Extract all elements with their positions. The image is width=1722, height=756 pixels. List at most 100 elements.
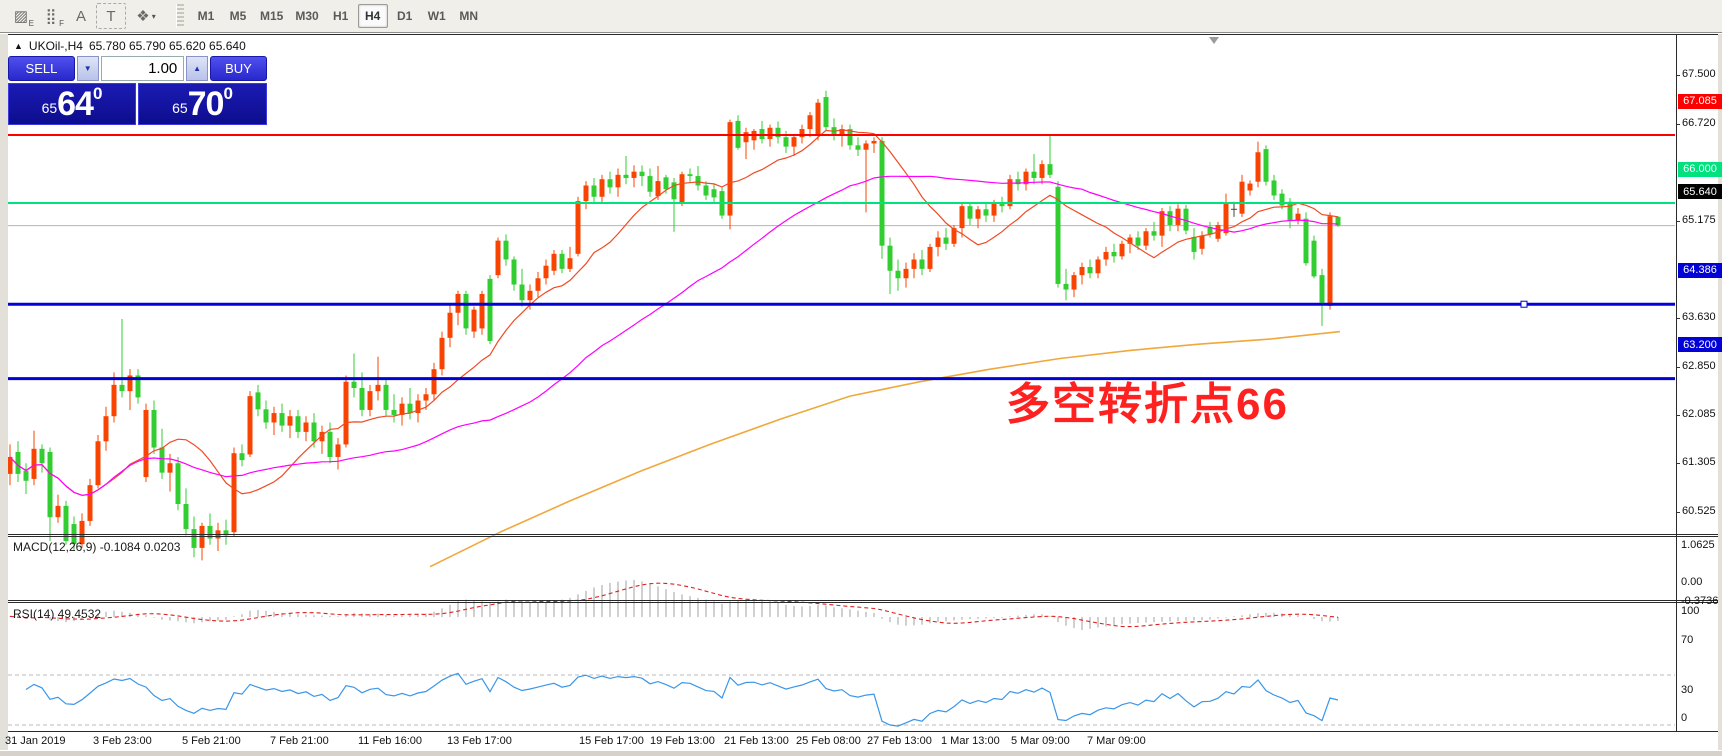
time-axis-label: 7 Feb 21:00	[270, 735, 329, 747]
candle-body	[767, 127, 773, 140]
rsi-axis-label: 100	[1681, 605, 1700, 617]
price-tick-label: 60.525	[1682, 505, 1716, 518]
time-axis-label: 1 Mar 13:00	[941, 735, 1000, 747]
candle-body	[1055, 186, 1061, 284]
time-axis-border	[0, 731, 1722, 732]
candle-body	[1263, 149, 1269, 182]
candle-body	[1199, 235, 1205, 249]
price-tick-label: 62.085	[1682, 407, 1716, 420]
candle-body	[247, 396, 253, 455]
candle-body	[23, 470, 29, 481]
macd-rsi-divider-a	[0, 600, 1722, 601]
buy-price-small: 65	[172, 100, 188, 116]
price-level-label: 67.085	[1678, 93, 1722, 109]
macd-label: MACD(12,26,9) -0.1084 0.0203	[13, 540, 181, 554]
buy-price-display[interactable]: 65 70 0	[138, 83, 267, 125]
candle-body	[599, 179, 605, 197]
candle-body	[487, 278, 493, 341]
candle-body	[743, 132, 749, 143]
label-tool-icon: T	[106, 7, 116, 25]
candle-body	[503, 240, 509, 260]
candle-body	[1087, 266, 1093, 274]
candle-body	[231, 453, 237, 533]
timeframe-button-h1[interactable]: H1	[333, 9, 349, 23]
candle-body	[471, 309, 477, 332]
candle-body	[1047, 164, 1053, 175]
pattern-tool-button[interactable]: ▨ E	[6, 3, 36, 29]
candle-body	[855, 145, 861, 150]
candle-body	[263, 409, 269, 423]
candle-body	[1279, 193, 1285, 206]
price-tick-dash	[1676, 123, 1680, 125]
price-axis-separator	[1676, 35, 1677, 732]
timeframe-button-d1[interactable]: D1	[397, 9, 413, 23]
rsi-panel[interactable]	[8, 637, 1675, 756]
time-axis-label: 25 Feb 08:00	[796, 735, 861, 747]
chart-top-border	[0, 34, 1722, 35]
timeframe-button-m1[interactable]: M1	[197, 9, 215, 23]
candle-body	[1111, 251, 1117, 257]
text-tool-button[interactable]: A	[66, 3, 96, 29]
timeframe-button-m5[interactable]: M5	[229, 9, 247, 23]
candle-body	[407, 403, 413, 414]
macd-rsi-divider-b	[0, 602, 1722, 603]
candle-body	[671, 182, 677, 200]
buy-button[interactable]: BUY	[209, 56, 268, 81]
chevron-down-icon: ▾	[151, 11, 156, 21]
toolbar-grip[interactable]	[176, 4, 184, 28]
sell-price-big: 64	[57, 85, 94, 123]
candle-body	[551, 253, 557, 271]
candle-body	[727, 122, 733, 216]
candle-body	[335, 444, 341, 457]
chart-shift-marker-icon[interactable]	[1209, 37, 1219, 44]
timeframe-button-h4[interactable]: H4	[357, 4, 388, 28]
sell-price-display[interactable]: 65 64 0	[8, 83, 136, 125]
grid-tool-button[interactable]: ⣿ F	[36, 3, 66, 29]
label-tool-button[interactable]: T	[96, 3, 126, 29]
candle-body	[1207, 226, 1213, 235]
main-price-chart[interactable]	[8, 69, 1675, 568]
price-level-label: 64.386	[1678, 262, 1722, 278]
annotation-text[interactable]: 多空转折点66	[1006, 380, 1289, 429]
shapes-tool-button[interactable]: ❖ ▾	[126, 3, 166, 29]
candle-body	[583, 185, 589, 202]
timeframe-button-w1[interactable]: W1	[427, 9, 446, 23]
timeframe-button-m30[interactable]: M30	[295, 9, 319, 23]
candle-body	[535, 278, 541, 291]
ma-slow-line	[429, 330, 1341, 568]
sell-button[interactable]: SELL	[8, 56, 75, 81]
candle-body	[951, 228, 957, 244]
volume-increase-button[interactable]: ▲	[186, 56, 208, 81]
chart-title: ▲ UKOil-,H4 65.780 65.790 65.620 65.640	[14, 39, 246, 53]
candle-body	[415, 400, 421, 414]
candle-body	[1143, 231, 1149, 246]
time-axis-label: 5 Mar 09:00	[1011, 735, 1070, 747]
candle-body	[1183, 208, 1189, 231]
candle-body	[495, 240, 501, 276]
candle-body	[511, 259, 517, 285]
candle-body	[1151, 231, 1157, 236]
trendline-handle[interactable]	[1520, 300, 1528, 308]
timeframe-button-m15[interactable]: M15	[260, 9, 284, 23]
timeframe-button-mn[interactable]: MN	[459, 9, 479, 23]
volume-decrease-button[interactable]: ▼	[76, 56, 99, 81]
candle-body	[39, 448, 45, 464]
candle-body	[295, 416, 301, 432]
candle-body	[799, 129, 805, 138]
candle-body	[8, 456, 13, 474]
grid-icon: ⣿	[45, 8, 57, 25]
candle-body	[447, 312, 453, 338]
candle-body	[831, 127, 837, 135]
candle-body	[847, 129, 853, 146]
candle-body	[439, 337, 445, 370]
candle-body	[183, 503, 189, 530]
sell-price-sup: 0	[92, 84, 103, 103]
volume-input[interactable]: 1.00	[100, 56, 185, 81]
candle-body	[623, 174, 629, 178]
time-axis-label: 31 Jan 2019	[5, 735, 66, 747]
candle-body	[1239, 181, 1245, 214]
collapse-triangle-icon[interactable]: ▲	[14, 41, 23, 51]
candle-body	[655, 181, 661, 197]
candle-body	[783, 137, 789, 147]
candle-body	[1031, 171, 1037, 178]
